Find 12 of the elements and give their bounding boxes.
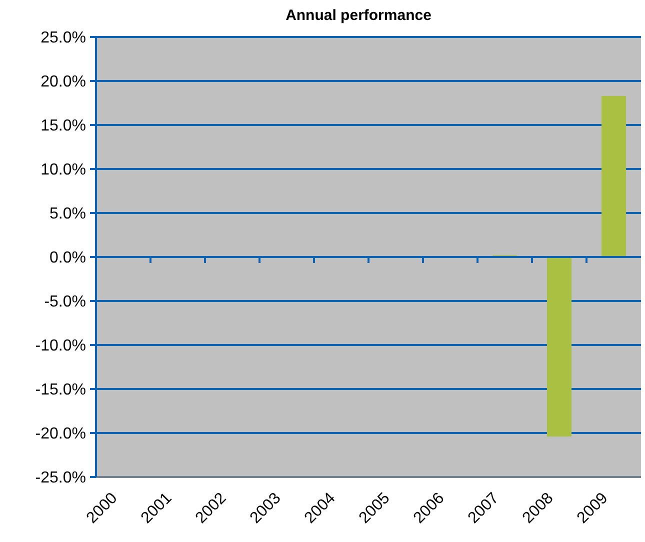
y-tick-label: -10.0% bbox=[35, 338, 86, 355]
y-tick-label: 20.0% bbox=[40, 74, 86, 91]
y-tick-label: -25.0% bbox=[35, 470, 86, 487]
y-tick-label: 5.0% bbox=[50, 206, 86, 223]
y-tick-label: 25.0% bbox=[40, 30, 86, 47]
y-tick-label: 15.0% bbox=[40, 118, 86, 135]
y-tick-label: 10.0% bbox=[40, 162, 86, 179]
chart-title: Annual performance bbox=[286, 7, 432, 24]
y-tick-label: -5.0% bbox=[44, 294, 86, 311]
y-tick-label: -15.0% bbox=[35, 382, 86, 399]
y-tick-label: -20.0% bbox=[35, 426, 86, 443]
y-tick-label: 0.0% bbox=[50, 250, 86, 267]
